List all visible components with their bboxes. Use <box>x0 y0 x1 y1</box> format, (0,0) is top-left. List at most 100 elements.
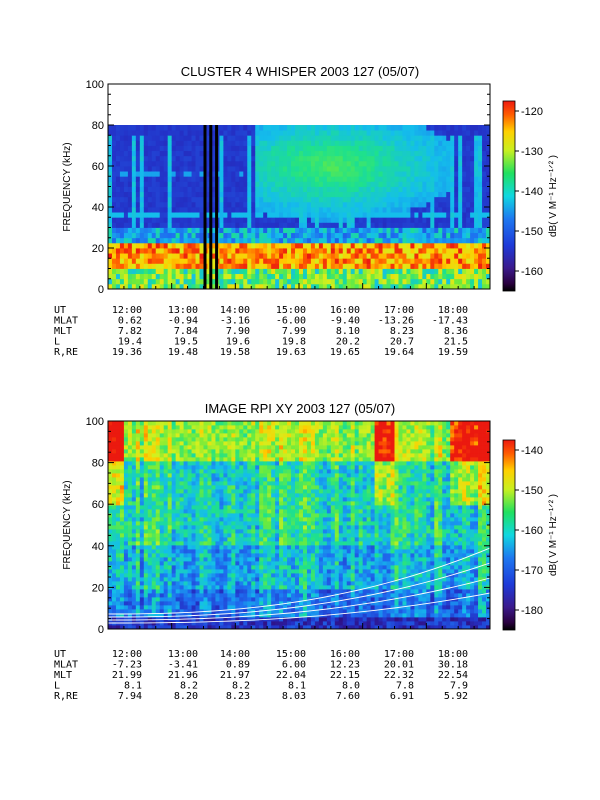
spectrogram-cell <box>175 461 181 466</box>
spectrogram-cell <box>394 258 399 264</box>
spectrogram-cell <box>179 581 185 586</box>
spectrogram-cell <box>334 212 340 218</box>
spectrogram-cell <box>263 207 268 213</box>
spectrogram-cell <box>203 617 208 622</box>
spectrogram-cell <box>442 283 447 290</box>
spectrogram-cell <box>111 465 117 470</box>
spectrogram-cell <box>394 160 399 167</box>
spectrogram-cell <box>171 533 177 538</box>
spectrogram-cell <box>330 242 336 249</box>
spectrogram-cell <box>211 433 216 438</box>
spectrogram-cell <box>454 125 459 131</box>
spectrogram-cell <box>131 441 137 446</box>
spectrogram-cell <box>139 541 145 546</box>
spectrogram-cell <box>159 125 165 131</box>
spectrogram-cell <box>203 545 208 550</box>
spectrogram-cell <box>454 207 459 213</box>
spectrogram-cell <box>322 207 328 213</box>
spectrogram-cell <box>219 273 224 280</box>
spectrogram-cell <box>108 525 113 530</box>
spectrogram-cell <box>291 130 296 136</box>
spectrogram-cell <box>434 253 439 259</box>
spectrogram-cell <box>378 273 383 280</box>
spectrogram-cell <box>143 278 149 285</box>
spectrogram-cell <box>390 186 395 193</box>
spectrogram-cell <box>235 485 240 490</box>
spectrogram-cell <box>155 521 161 526</box>
spectrogram-cell <box>155 445 161 450</box>
spectrogram-cell <box>139 130 145 136</box>
spectrogram-cell <box>211 613 216 618</box>
spectrogram-cell <box>227 237 232 244</box>
spectrogram-cell <box>235 565 240 570</box>
spectrogram-cell <box>187 237 192 244</box>
spectrogram-cell <box>279 207 284 213</box>
spectrogram-cell <box>243 565 248 570</box>
spectrogram-cell <box>235 283 240 290</box>
spectrogram-cell <box>163 589 169 594</box>
spectrogram-cell <box>342 273 348 280</box>
spectrogram-cell <box>135 253 141 259</box>
spectrogram-cell <box>211 207 216 213</box>
spectrogram-cell <box>231 533 236 538</box>
spectrogram-cell <box>155 278 161 285</box>
y-tick-label: 40 <box>92 202 104 214</box>
spectrogram-cell <box>135 493 141 498</box>
spectrogram-cell <box>291 176 296 182</box>
spectrogram-cell <box>235 222 240 228</box>
spectrogram-cell <box>243 196 248 203</box>
spectrogram-cell <box>271 248 276 254</box>
spectrogram-cell <box>127 207 133 213</box>
spectrogram-cell <box>187 497 192 502</box>
spectrogram-cell <box>414 273 419 280</box>
spectrogram-cell <box>199 181 204 187</box>
spectrogram-cell <box>442 181 447 187</box>
spectrogram-cell <box>302 196 308 203</box>
spectrogram-cell <box>486 222 491 228</box>
spectrogram-cell <box>259 160 264 167</box>
spectrogram-cell <box>406 191 411 198</box>
spectrogram-cell <box>147 489 153 494</box>
spectrogram-cell <box>163 457 169 462</box>
spectrogram-cell <box>275 222 280 228</box>
spectrogram-cell <box>111 273 117 280</box>
spectrogram-cell <box>458 258 463 264</box>
spectrogram-cell <box>354 227 360 234</box>
spectrogram-cell <box>231 625 236 630</box>
spectrogram-cell <box>183 445 188 450</box>
spectrogram-cell <box>147 222 153 228</box>
spectrogram-cell <box>159 493 165 498</box>
spectrogram-cell <box>175 283 181 290</box>
spectrogram-cell <box>410 263 415 269</box>
spectrogram-cell <box>219 553 224 558</box>
spectrogram-cell <box>119 207 125 213</box>
ephemeris-value: 19.64 <box>384 347 414 358</box>
spectrogram-cell <box>135 537 141 542</box>
spectrogram-cell <box>119 125 125 131</box>
ephemeris-value: 7.84 <box>174 326 198 337</box>
spectrogram-cell <box>482 253 487 259</box>
spectrogram-cell <box>191 493 196 498</box>
spectrogram-cell <box>108 593 113 598</box>
spectrogram-cell <box>378 278 383 285</box>
spectrogram-cell <box>139 140 145 146</box>
spectrogram-cell <box>175 501 181 506</box>
spectrogram-cell <box>155 217 161 223</box>
spectrogram-cell <box>151 421 157 426</box>
spectrogram-cell <box>358 125 364 131</box>
spectrogram-cell <box>167 186 173 193</box>
spectrogram-cell <box>374 166 379 172</box>
spectrogram-cell <box>155 433 161 438</box>
panel-image-rpi: IMAGE RPI XY 2003 127 (05/07) 0204060801… <box>54 401 559 702</box>
spectrogram-cell <box>147 283 153 290</box>
spectrogram-cell <box>111 425 117 430</box>
spectrogram-cell <box>139 613 145 618</box>
spectrogram-cell <box>275 201 280 208</box>
spectrogram-cell <box>390 283 395 290</box>
spectrogram-cell <box>211 585 216 590</box>
spectrogram-cell <box>191 130 196 136</box>
spectrogram-cell <box>434 283 439 290</box>
spectrogram-cell <box>211 181 216 187</box>
spectrogram-cell <box>235 125 240 131</box>
spectrogram-cell <box>382 258 387 264</box>
